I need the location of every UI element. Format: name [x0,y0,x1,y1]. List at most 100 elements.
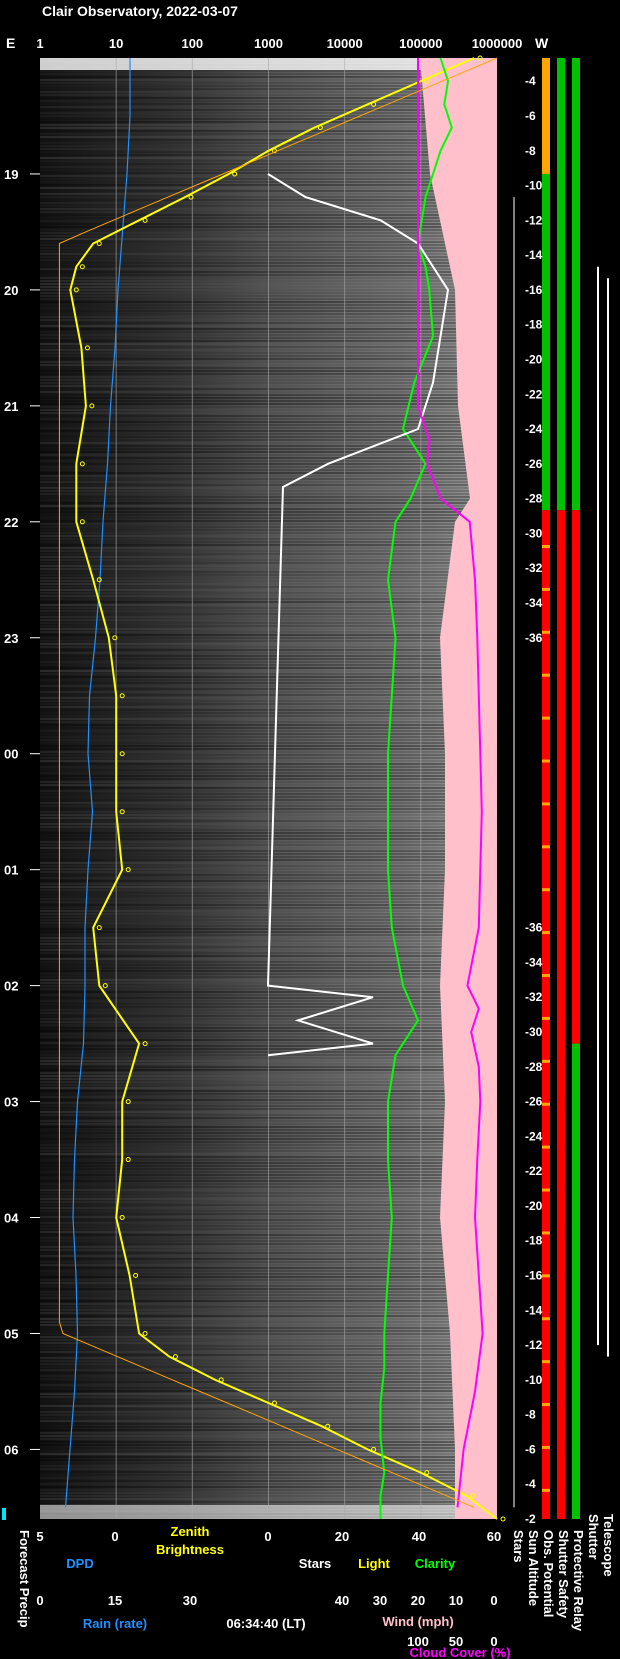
status-orange-tick [542,888,550,892]
status-orange-tick [542,1102,550,1106]
vertical-label-shutter-safety: Shutter Safety [556,1530,571,1619]
cloud-tick-50: 50 [449,1634,463,1649]
status-shutter-safety [557,58,565,511]
sun-alt-morning: -32 [525,990,543,1004]
time-axis-labels: 19 20 21 22 23 00 01 02 03 04 05 06 [4,167,19,1457]
top-tick-1000: 1000 [254,36,283,51]
time-label-06: 06 [4,1442,18,1457]
stars-tick-20: 20 [335,1529,349,1544]
sun-alt-morning: -4 [525,1477,536,1491]
sun-altitude-labels: -4 -6 -8 -10 -12 -14 -16 -18 -20 -22 -24 -26 -28 -30 -… [525,74,543,1526]
time-label-23: 23 [4,631,18,646]
zenith-point [172,1354,178,1360]
sun-alt-morning: -12 [525,1338,543,1352]
zenith-point [232,171,238,177]
zenith-point [125,867,131,873]
status-orange-tick [542,1145,550,1149]
vertical-label-sun-altitude: Sun Altitude [526,1530,541,1606]
zenith-point [79,461,85,467]
vertical-label-telescope: Telescope [601,1514,616,1577]
status-orange-tick [542,931,550,935]
series-zenith-brightness [69,57,498,1520]
zenith-point [142,1330,148,1336]
status-orange-tick [542,845,550,849]
time-label-22: 22 [4,515,18,530]
bottom-axes: 5 0 DPD Zenith Brightness 0 20 40 60 Sta… [36,1524,510,1659]
west-label: W [535,35,549,51]
sun-alt-evening: -28 [525,492,543,506]
east-label: E [6,35,15,51]
wind-tick-40: 40 [335,1593,349,1608]
vertical-label-obs-potential: Obs. Potential [541,1530,556,1617]
sun-alt-morning: -22 [525,1164,543,1178]
zenith-point [133,1273,139,1278]
zenith-point [96,925,102,931]
sun-alt-evening: -32 [525,561,543,575]
time-label-00: 00 [4,747,18,762]
chart-title: Clair Observatory, 2022-03-07 [42,3,238,19]
wind-label: Wind (mph) [382,1614,453,1629]
zenith-point [272,1400,277,1406]
status-orange-tick [542,1317,550,1321]
zenith-point [424,78,430,84]
zenith-point [371,101,377,107]
top-tick-10000: 10000 [327,36,363,51]
status-orange-tick [542,802,550,806]
status-orange-tick [542,1188,550,1192]
cloud-tick-0: 0 [490,1634,497,1649]
wind-tick-0: 0 [490,1593,497,1608]
zenith-label-line1: Zenith [171,1524,210,1539]
zenith-point [477,55,483,61]
series-layer [58,55,506,1522]
cloud-label: Cloud Cover (%) [409,1645,510,1659]
zenith-point [102,983,108,989]
stars-label: Stars [299,1556,332,1571]
wind-tick-10: 10 [449,1593,463,1608]
vertical-label-shutter: Shutter [586,1514,601,1560]
status-protective-relay [572,510,580,1044]
sun-alt-evening: -26 [525,457,543,471]
zenith-point [424,1470,430,1476]
status-orange-tick [542,1445,550,1449]
vertical-label-forecast-precip: Forecast Precip [17,1530,32,1628]
series-stars [266,173,450,1057]
zenith-point [84,345,90,351]
status-orange-tick [542,1016,550,1020]
status-orange-tick [542,1059,550,1063]
theoretical-brightness-curve [58,57,498,1508]
rain-tick-30: 30 [183,1593,197,1608]
time-label-02: 02 [4,979,18,994]
status-orange-tick [542,1231,550,1235]
sun-alt-evening: -16 [525,283,543,297]
vertical-label-stars: Stars [511,1530,526,1563]
sun-alt-morning: -2 [525,1512,536,1526]
status-orange-tick [542,1274,550,1278]
sun-alt-morning: -18 [525,1234,543,1248]
sun-alt-evening: -6 [525,109,536,123]
cloud-tick-100: 100 [407,1634,429,1649]
status-shutter-safety [557,510,565,1519]
status-orange-tick [542,673,550,677]
sun-alt-evening: -30 [525,526,543,540]
zenith-point [142,217,148,223]
zenith-point [79,519,85,525]
zenith-point [96,241,102,247]
zenith-point [73,287,79,293]
zenith-point [325,1423,331,1429]
status-orange-tick [542,759,550,763]
series-clarity [379,57,453,1519]
zenith-point [119,751,125,757]
series-cloud-cover [417,58,484,1508]
status-orange-tick [542,630,550,634]
light-label: Light [358,1556,390,1571]
series-dpd [64,58,131,1508]
sun-alt-evening: -36 [525,631,543,645]
sun-alt-evening: -12 [525,213,543,227]
status-orange-tick [542,1403,550,1407]
zenith-point [119,1215,125,1221]
zenith-point [500,1516,506,1522]
status-protective-relay [572,58,580,511]
sun-alt-evening: -4 [525,74,536,88]
zenith-point [470,1493,476,1499]
status-obs-potential [542,510,550,1519]
